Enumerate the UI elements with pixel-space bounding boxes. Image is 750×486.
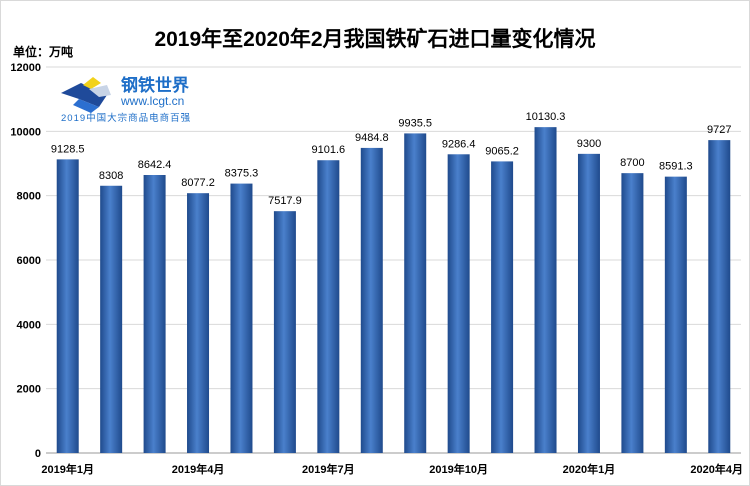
bar xyxy=(664,176,687,453)
data-label: 8308 xyxy=(99,170,123,182)
bar xyxy=(273,211,296,453)
data-label: 9935.5 xyxy=(398,117,432,129)
x-tick-label: 2020年1月 xyxy=(563,462,616,476)
bar xyxy=(100,185,123,453)
y-tick-label: 10000 xyxy=(10,126,41,138)
logo-name: 钢铁世界 xyxy=(121,75,189,95)
data-label: 9128.5 xyxy=(51,143,85,155)
bar xyxy=(187,193,210,453)
data-label: 8700 xyxy=(620,157,644,169)
y-tick-label: 6000 xyxy=(17,255,41,267)
bar xyxy=(708,140,731,453)
bar xyxy=(577,153,600,453)
bar xyxy=(491,161,514,453)
bar xyxy=(534,127,557,453)
bar xyxy=(230,183,253,453)
bar xyxy=(143,175,166,453)
logo-icon: 钢铁世界 www.lcgt.cn 2019中国大宗商品电商百强 xyxy=(61,75,191,124)
data-label: 9300 xyxy=(577,138,601,150)
data-label: 8591.3 xyxy=(659,161,693,173)
x-tick-label: 2020年4月 xyxy=(690,462,743,476)
bar xyxy=(317,160,340,453)
data-label: 9065.2 xyxy=(485,145,519,157)
data-label: 9286.4 xyxy=(442,138,476,150)
x-tick-label: 2019年4月 xyxy=(172,462,225,476)
unit-label: 单位：万吨 xyxy=(13,45,74,59)
logo-slogan: 2019中国大宗商品电商百强 xyxy=(61,112,191,124)
y-tick-label: 8000 xyxy=(17,191,41,203)
x-tick-label: 2019年7月 xyxy=(302,462,355,476)
bar xyxy=(56,159,79,453)
bar xyxy=(404,133,427,453)
data-label: 9727 xyxy=(707,124,731,136)
y-tick-label: 12000 xyxy=(10,62,41,74)
x-tick-label: 2019年1月 xyxy=(41,462,94,476)
data-label: 7517.9 xyxy=(268,195,302,207)
data-label: 9484.8 xyxy=(355,132,389,144)
y-tick-label: 2000 xyxy=(17,384,41,396)
bar xyxy=(621,173,644,453)
logo-url: www.lcgt.cn xyxy=(120,94,184,108)
data-label: 10130.3 xyxy=(526,111,566,123)
y-tick-label: 4000 xyxy=(17,319,41,331)
data-label: 8375.3 xyxy=(225,168,259,180)
bar xyxy=(447,154,470,453)
bar xyxy=(360,147,383,454)
y-tick-label: 0 xyxy=(35,448,41,460)
data-label: 8642.4 xyxy=(138,159,172,171)
logo: 钢铁世界 www.lcgt.cn 2019中国大宗商品电商百强 xyxy=(59,71,219,127)
data-label: 8077.2 xyxy=(181,177,215,189)
x-tick-label: 2019年10月 xyxy=(429,462,488,476)
data-label: 9101.6 xyxy=(312,144,346,156)
chart-title: 2019年至2020年2月我国铁矿石进口量变化情况 xyxy=(154,28,596,51)
